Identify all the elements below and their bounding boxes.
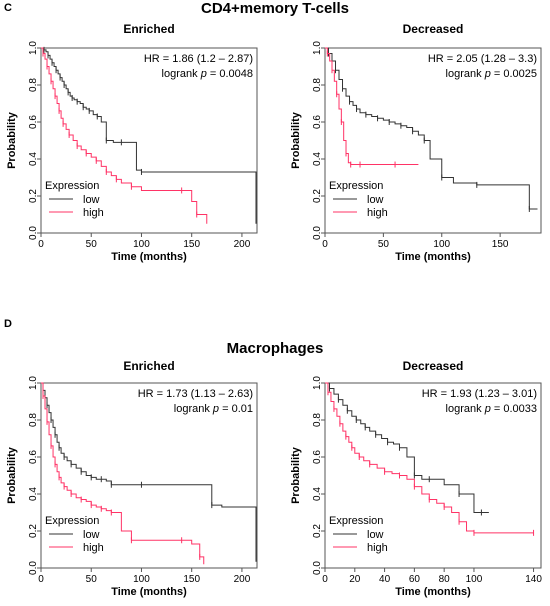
annotation-line: HR = 2.05 (1.28 – 3.3) [428,53,537,65]
y-axis-label: Probability [290,446,302,504]
series-line-low [325,382,489,513]
legend-title: Expression [329,180,383,192]
y-tick-label: 0.8 [28,413,39,427]
legend-title: Expression [45,515,99,527]
x-axis-label: Time (months) [111,251,187,263]
legend-title: Expression [329,515,383,527]
y-tick-label: 0.0 [28,561,39,575]
plot-title: Decreased [403,22,464,36]
y-tick-label: 0.2 [28,524,39,538]
plot-title: Enriched [123,359,174,373]
y-tick-label: 0.8 [312,413,323,427]
plot-frame [324,382,542,569]
legend-label-low: low [83,194,100,206]
x-axis-label: Time (months) [111,586,187,598]
annotation-line: HR = 1.86 (1.2 – 2.87) [144,53,253,65]
annotation-line: logrank p = 0.01 [174,403,253,415]
legend-label-high: high [367,207,388,219]
x-tick-label: 0 [322,574,328,585]
x-tick-label: 0 [38,239,44,250]
plot-title: Decreased [403,359,464,373]
x-axis-label: Time (months) [395,586,471,598]
x-tick-label: 150 [183,239,200,250]
x-tick-label: 80 [439,574,451,585]
y-tick-label: 1.0 [312,41,323,55]
x-tick-label: 20 [349,574,361,585]
legend-label-high: high [83,207,104,219]
annotation-line: logrank p = 0.0033 [446,403,537,415]
y-tick-label: 0.4 [312,152,323,166]
x-tick-label: 100 [133,239,150,250]
y-tick-label: 0.8 [312,78,323,92]
x-tick-label: 140 [525,574,542,585]
y-tick-label: 0.0 [312,561,323,575]
plot-frame [40,382,258,569]
x-tick-label: 150 [183,574,200,585]
plot-frame [324,47,542,234]
y-tick-label: 0.6 [312,115,323,129]
annotation-line: HR = 1.73 (1.13 – 2.63) [138,388,253,400]
y-tick-label: 1.0 [28,376,39,390]
y-tick-label: 0.6 [312,450,323,464]
section-title-c: CD4+memory T-cells [201,0,349,17]
y-tick-label: 0.2 [28,189,39,203]
y-axis-label: Probability [290,111,302,169]
legend-title: Expression [45,180,99,192]
legend-label-low: low [83,529,100,541]
x-tick-label: 50 [86,239,98,250]
y-tick-label: 1.0 [28,41,39,55]
x-tick-label: 60 [409,574,421,585]
x-tick-label: 200 [234,239,251,250]
series-line-low [325,47,538,210]
series-line-high [325,47,419,166]
legend-label-high: high [367,542,388,554]
x-tick-label: 50 [86,574,98,585]
plot-frame [40,47,258,234]
y-tick-label: 0.4 [312,487,323,501]
x-tick-label: 100 [466,574,483,585]
x-tick-label: 100 [133,574,150,585]
y-tick-label: 0.2 [312,524,323,538]
y-axis-label: Probability [6,446,18,504]
legend-label-low: low [367,529,384,541]
x-tick-label: 50 [378,239,390,250]
annotation-line: logrank p = 0.0048 [162,68,253,80]
x-axis-label: Time (months) [395,251,471,263]
x-tick-label: 100 [433,239,450,250]
panel-letter-c: C [4,2,12,14]
y-tick-label: 0.0 [312,226,323,240]
x-tick-label: 0 [322,239,328,250]
legend-label-low: low [367,194,384,206]
x-tick-label: 150 [492,239,509,250]
y-tick-label: 0.4 [28,152,39,166]
series-line-high [41,47,208,224]
series-line-low [41,47,257,224]
series-line-high [41,382,205,565]
y-tick-label: 0.6 [28,450,39,464]
plot-title: Enriched [123,22,174,36]
y-tick-label: 0.8 [28,78,39,92]
x-tick-label: 0 [38,574,44,585]
section-title-d: Macrophages [226,340,324,357]
y-tick-label: 0.4 [28,487,39,501]
series-line-high [325,382,534,534]
y-tick-label: 0.2 [312,189,323,203]
annotation-line: logrank p = 0.0025 [446,68,537,80]
y-axis-label: Probability [6,111,18,169]
y-tick-label: 0.0 [28,226,39,240]
y-tick-label: 1.0 [312,376,323,390]
series-line-low [41,382,257,559]
panel-letter-d: D [4,318,12,330]
x-tick-label: 40 [379,574,391,585]
y-tick-label: 0.6 [28,115,39,129]
x-tick-label: 200 [234,574,251,585]
legend-label-high: high [83,542,104,554]
annotation-line: HR = 1.93 (1.23 – 3.01) [422,388,537,400]
